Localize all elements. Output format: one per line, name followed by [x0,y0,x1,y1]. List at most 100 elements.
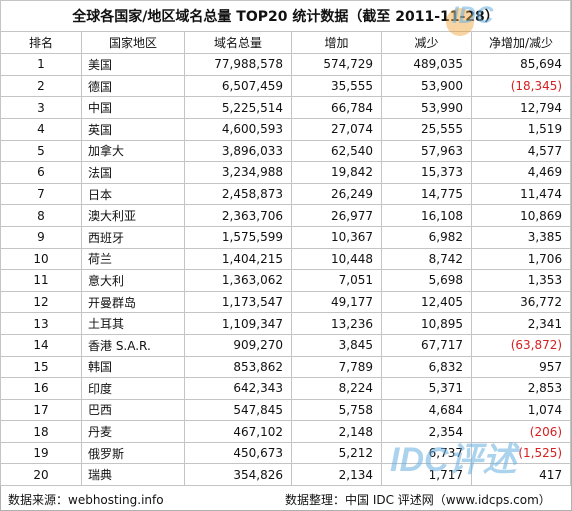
rank-cell: 10 [0,247,82,271]
total-cell: 1,363,062 [184,269,292,292]
rank-cell: 6 [0,161,82,184]
rank-cell: 3 [0,96,82,119]
net-cell: 3,385 [470,225,572,249]
increase-cell: 2,134 [291,463,382,487]
country-cell: 法国 [81,161,185,184]
header-net: 净增加/减少 [470,30,572,55]
rank-cell: 15 [0,355,82,379]
increase-cell: 26,249 [291,182,382,206]
net-cell: 1,519 [470,117,572,141]
header-rank: 排名 [0,30,82,55]
footer: 数据来源：webhosting.info 数据整理：中国 IDC 评述网（www… [0,486,570,510]
rank-cell: 5 [0,139,82,163]
decrease-cell: 53,990 [381,96,472,119]
table-row: 12 开曼群岛 1,173,547 49,177 12,405 36,772 [0,290,572,314]
total-cell: 1,404,215 [184,247,292,271]
rank-cell: 12 [0,290,82,314]
country-cell: 英国 [81,117,185,141]
rank-cell: 1 [0,53,82,76]
total-cell: 77,988,578 [184,53,292,76]
total-cell: 354,826 [184,463,292,487]
decrease-cell: 6,982 [381,225,472,249]
decrease-cell: 67,717 [381,333,472,357]
total-cell: 2,363,706 [184,204,292,227]
table-row: 17 巴西 547,845 5,758 4,684 1,074 [0,398,572,422]
country-cell: 巴西 [81,398,185,422]
country-cell: 丹麦 [81,420,185,443]
total-cell: 1,109,347 [184,312,292,335]
net-cell: (1,525) [470,441,572,465]
total-cell: 467,102 [184,420,292,443]
net-cell: 36,772 [470,290,572,314]
decrease-cell: 25,555 [381,117,472,141]
decrease-cell: 4,684 [381,398,472,422]
increase-cell: 10,367 [291,225,382,249]
total-cell: 2,458,873 [184,182,292,206]
table-row: 6 法国 3,234,988 19,842 15,373 4,469 [0,161,572,184]
table-row: 2 德国 6,507,459 35,555 53,900 (18,345) [0,74,572,98]
table-row: 4 英国 4,600,593 27,074 25,555 1,519 [0,117,572,141]
rank-cell: 4 [0,117,82,141]
table-row: 9 西班牙 1,575,599 10,367 6,982 3,385 [0,225,572,249]
data-organizer: 数据整理：中国 IDC 评述网（www.idcps.com） [285,493,551,507]
country-cell: 香港 S.A.R. [81,333,185,357]
net-cell: 10,869 [470,204,572,227]
data-source: 数据来源：webhosting.info [8,493,164,507]
net-cell: (18,345) [470,74,572,98]
net-cell: (63,872) [470,333,572,357]
decrease-cell: 15,373 [381,161,472,184]
rank-cell: 17 [0,398,82,422]
header-row: 排名 国家地区 域名总量 增加 减少 净增加/减少 [0,30,572,55]
net-cell: 1,074 [470,398,572,422]
total-cell: 642,343 [184,377,292,400]
total-cell: 3,234,988 [184,161,292,184]
country-cell: 中国 [81,96,185,119]
decrease-cell: 12,405 [381,290,472,314]
net-cell: 957 [470,355,572,379]
country-cell: 意大利 [81,269,185,292]
increase-cell: 3,845 [291,333,382,357]
rank-cell: 19 [0,441,82,465]
total-cell: 1,173,547 [184,290,292,314]
table-row: 1 美国 77,988,578 574,729 489,035 85,694 [0,53,572,76]
table-row: 3 中国 5,225,514 66,784 53,990 12,794 [0,96,572,119]
decrease-cell: 2,354 [381,420,472,443]
decrease-cell: 16,108 [381,204,472,227]
country-cell: 加拿大 [81,139,185,163]
table-row: 14 香港 S.A.R. 909,270 3,845 67,717 (63,872) [0,333,572,357]
decrease-cell: 6,832 [381,355,472,379]
table-row: 7 日本 2,458,873 26,249 14,775 11,474 [0,182,572,206]
net-cell: 11,474 [470,182,572,206]
country-cell: 荷兰 [81,247,185,271]
total-cell: 853,862 [184,355,292,379]
increase-cell: 27,074 [291,117,382,141]
decrease-cell: 6,737 [381,441,472,465]
table-row: 8 澳大利亚 2,363,706 26,977 16,108 10,869 [0,204,572,227]
increase-cell: 26,977 [291,204,382,227]
rank-cell: 9 [0,225,82,249]
country-cell: 韩国 [81,355,185,379]
decrease-cell: 5,698 [381,269,472,292]
rank-cell: 18 [0,420,82,443]
rank-cell: 7 [0,182,82,206]
table-row: 10 荷兰 1,404,215 10,448 8,742 1,706 [0,247,572,271]
increase-cell: 66,784 [291,96,382,119]
country-cell: 土耳其 [81,312,185,335]
decrease-cell: 10,895 [381,312,472,335]
rank-cell: 20 [0,463,82,487]
decrease-cell: 1,717 [381,463,472,487]
country-cell: 日本 [81,182,185,206]
total-cell: 547,845 [184,398,292,422]
total-cell: 1,575,599 [184,225,292,249]
net-cell: (206) [470,420,572,443]
increase-cell: 10,448 [291,247,382,271]
rank-cell: 14 [0,333,82,357]
total-cell: 3,896,033 [184,139,292,163]
increase-cell: 7,051 [291,269,382,292]
net-cell: 2,341 [470,312,572,335]
increase-cell: 8,224 [291,377,382,400]
net-cell: 417 [470,463,572,487]
decrease-cell: 5,371 [381,377,472,400]
header-country: 国家地区 [81,30,185,55]
increase-cell: 49,177 [291,290,382,314]
